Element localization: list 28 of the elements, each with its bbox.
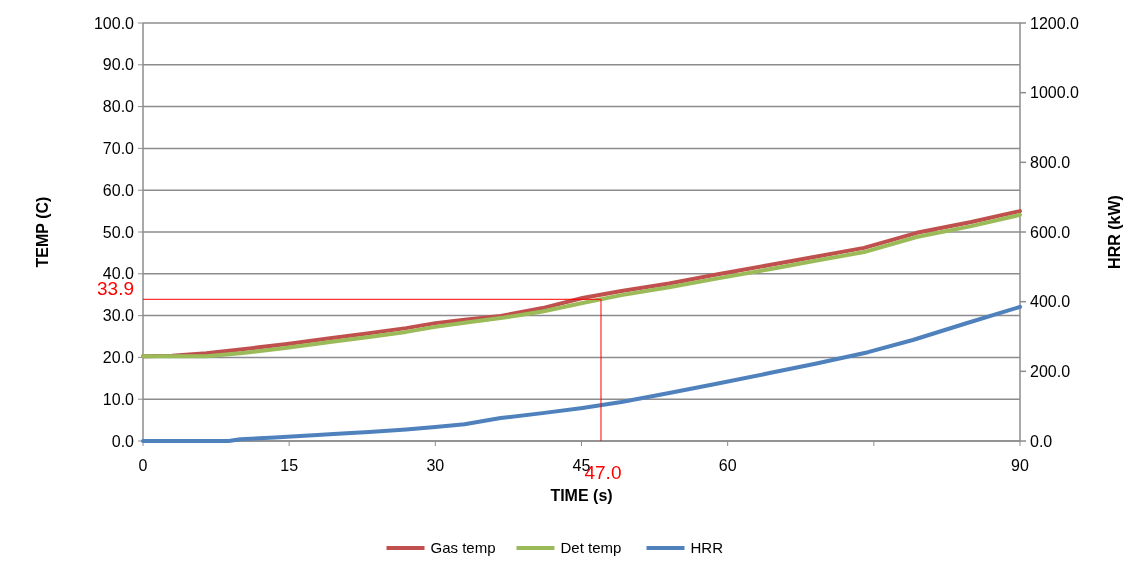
y2-tick-label: 1200.0 [1030,14,1080,32]
legend-label: Gas temp [430,539,496,557]
y2-axis-title: HRR (kW) [1106,195,1123,269]
x-tick-label: 60 [718,457,737,474]
y-tick-label: 30.0 [102,307,135,325]
legend-label: Det temp [560,539,622,557]
x-axis-title: TIME (s) [550,487,613,504]
x-tick-label: 15 [280,457,299,474]
y2-tick-label: 800.0 [1030,153,1071,171]
y-tick-label: 60.0 [102,181,135,199]
y-tick-label: 90.0 [102,56,135,74]
y-tick-label: 0.0 [111,432,135,450]
legend-label: HRR [690,539,724,557]
x-tick-label: 90 [1011,457,1029,474]
y2-tick-label: 400.0 [1030,293,1071,311]
x-tick-label: 0 [138,457,148,474]
y-tick-label: 70.0 [102,140,135,157]
y-tick-label: 10.0 [102,390,135,408]
y2-tick-label: 600.0 [1030,223,1071,241]
y-tick-label: 100.0 [93,14,135,32]
y2-tick-label: 0.0 [1030,432,1053,450]
y-axis-title: TEMP (C) [34,196,51,268]
y2-tick-label: 200.0 [1030,362,1071,380]
y-tick-label: 50.0 [102,223,135,241]
y-tick-label: 20.0 [102,349,135,366]
y2-tick-label: 1000.0 [1030,84,1080,102]
x-tick-label: 30 [426,457,445,474]
y-tick-label: 80.0 [102,98,135,116]
